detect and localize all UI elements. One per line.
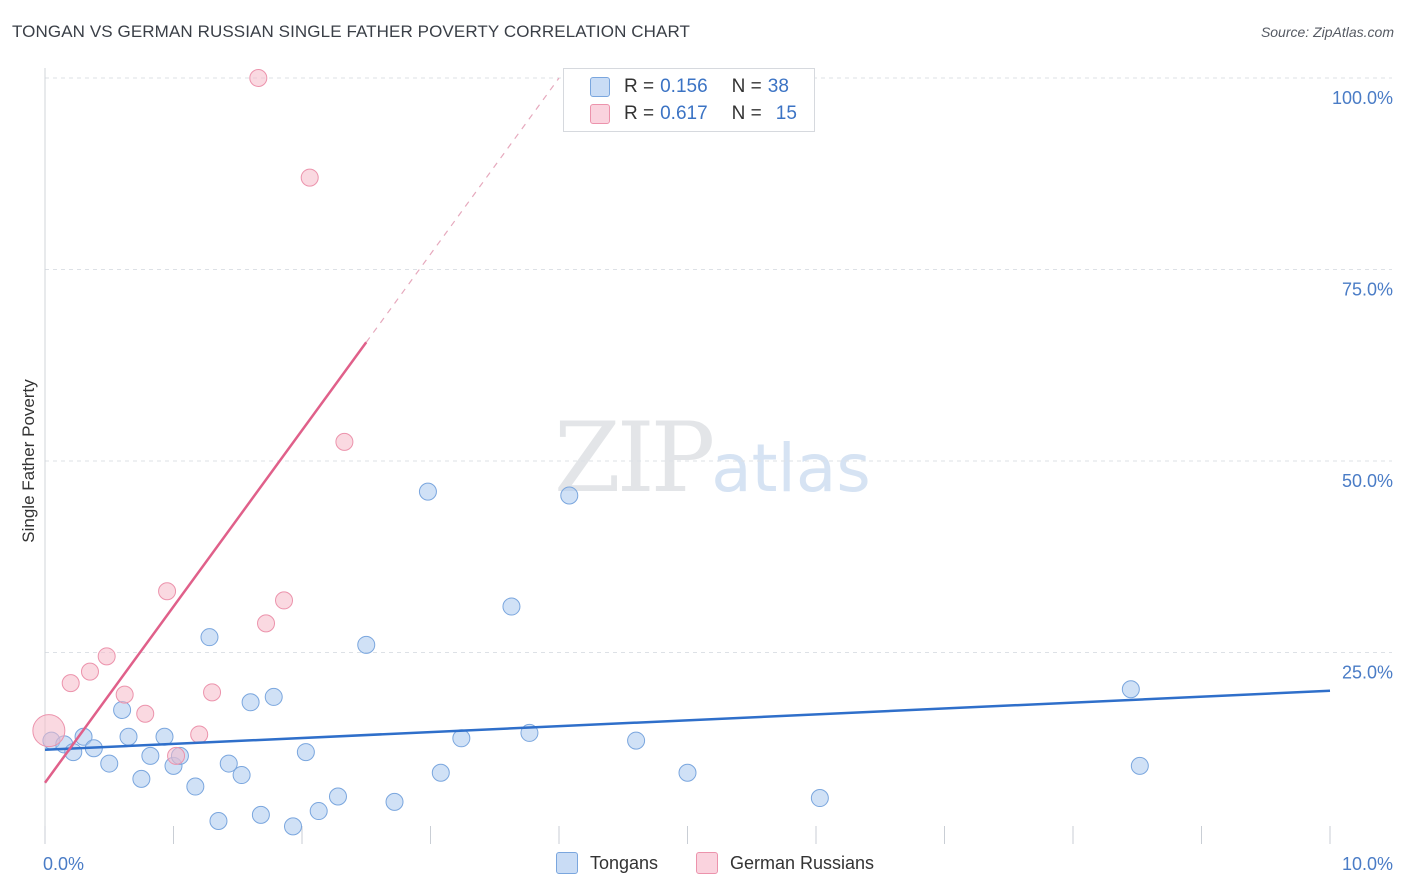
legend-row-german-russians: R = 0.617 N = 15	[590, 101, 797, 127]
point-german-russians	[275, 591, 294, 610]
point-german-russians	[136, 704, 155, 723]
point-german-russians	[190, 725, 209, 744]
chart-source: Source: ZipAtlas.com	[1260, 24, 1394, 40]
point-tongans	[141, 746, 160, 765]
point-tongans	[810, 789, 829, 808]
legend-r-label: R =	[624, 103, 655, 124]
legend-n-value: 38	[767, 76, 789, 97]
chart-title: TONGAN VS GERMAN RUSSIAN SINGLE FATHER P…	[12, 22, 691, 41]
y-axis-label: Single Father Poverty	[19, 379, 38, 543]
trendline-tongans	[44, 689, 1331, 752]
point-german-russians	[335, 432, 354, 451]
x-tick-label: 10.0%	[1342, 854, 1393, 874]
point-tongans	[200, 628, 219, 647]
bottom-legend-swatch-tongans	[556, 852, 578, 874]
point-tongans	[155, 727, 174, 746]
point-tongans	[100, 754, 119, 773]
point-tongans	[1130, 756, 1149, 775]
point-tongans	[1121, 680, 1140, 699]
bottom-legend-label-german-russians: German Russians	[730, 852, 875, 873]
legend-r-value: 0.617	[660, 103, 708, 124]
legend-n-value: 15	[775, 103, 797, 124]
point-tongans	[328, 787, 347, 806]
point-german-russians	[80, 662, 99, 681]
y-tick-label: 50.0%	[1342, 471, 1393, 491]
point-german-russians	[115, 685, 134, 704]
point-tongans	[431, 763, 450, 782]
bottom-legend-label-tongans: Tongans	[590, 852, 659, 873]
point-tongans	[385, 792, 404, 811]
point-german-russians	[158, 582, 177, 601]
point-tongans	[452, 729, 471, 748]
point-tongans	[241, 693, 260, 712]
point-tongans	[418, 482, 437, 501]
point-tongans	[264, 687, 283, 706]
point-tongans	[678, 763, 697, 782]
legend-r-value: 0.156	[660, 76, 708, 97]
point-tongans	[560, 486, 579, 505]
trendline-german-russians	[43, 341, 368, 784]
watermark-atlas: atlas	[711, 430, 871, 507]
legend-swatch-german-russians	[590, 104, 610, 124]
watermark-zip: ZIP	[554, 402, 715, 514]
point-tongans	[119, 727, 138, 746]
watermark: ZIPatlas	[554, 402, 871, 514]
legend-swatch-tongans	[590, 77, 610, 97]
point-tongans	[132, 769, 151, 788]
point-german-russians	[249, 69, 268, 87]
point-tongans	[251, 805, 270, 824]
point-tongans	[186, 777, 205, 796]
legend-row-tongans: R = 0.156 N = 38	[590, 74, 789, 100]
point-german-russians	[32, 714, 66, 748]
y-tick-label: 100.0%	[1332, 88, 1393, 108]
correlation-legend: R = 0.156 N = 38 R = 0.617 N = 15	[563, 68, 815, 132]
trendline-extension-german-russians	[365, 77, 560, 343]
point-tongans	[113, 700, 132, 719]
bottom-legend-german-russians[interactable]: German Russians	[696, 852, 874, 874]
point-tongans	[284, 817, 303, 836]
point-german-russians	[167, 746, 186, 765]
point-german-russians	[61, 674, 80, 693]
point-tongans	[502, 597, 521, 616]
point-german-russians	[300, 168, 319, 187]
point-tongans	[232, 766, 251, 785]
y-tick-label: 75.0%	[1342, 280, 1393, 300]
point-german-russians	[203, 683, 222, 702]
point-german-russians	[257, 614, 276, 633]
y-tick-label: 25.0%	[1342, 663, 1393, 683]
point-tongans	[219, 754, 238, 773]
point-tongans	[309, 802, 328, 821]
point-tongans	[627, 731, 646, 750]
point-tongans	[296, 743, 315, 762]
legend-r-label: R =	[624, 76, 655, 97]
bottom-legend-swatch-german-russians	[696, 852, 718, 874]
bottom-legend-tongans[interactable]: Tongans	[556, 852, 658, 874]
point-tongans	[357, 635, 376, 654]
legend-n-label: N =	[731, 76, 762, 97]
point-tongans	[209, 812, 228, 831]
point-german-russians	[97, 647, 116, 666]
legend-n-label: N =	[731, 103, 762, 124]
x-tick-label: 0.0%	[43, 854, 84, 874]
